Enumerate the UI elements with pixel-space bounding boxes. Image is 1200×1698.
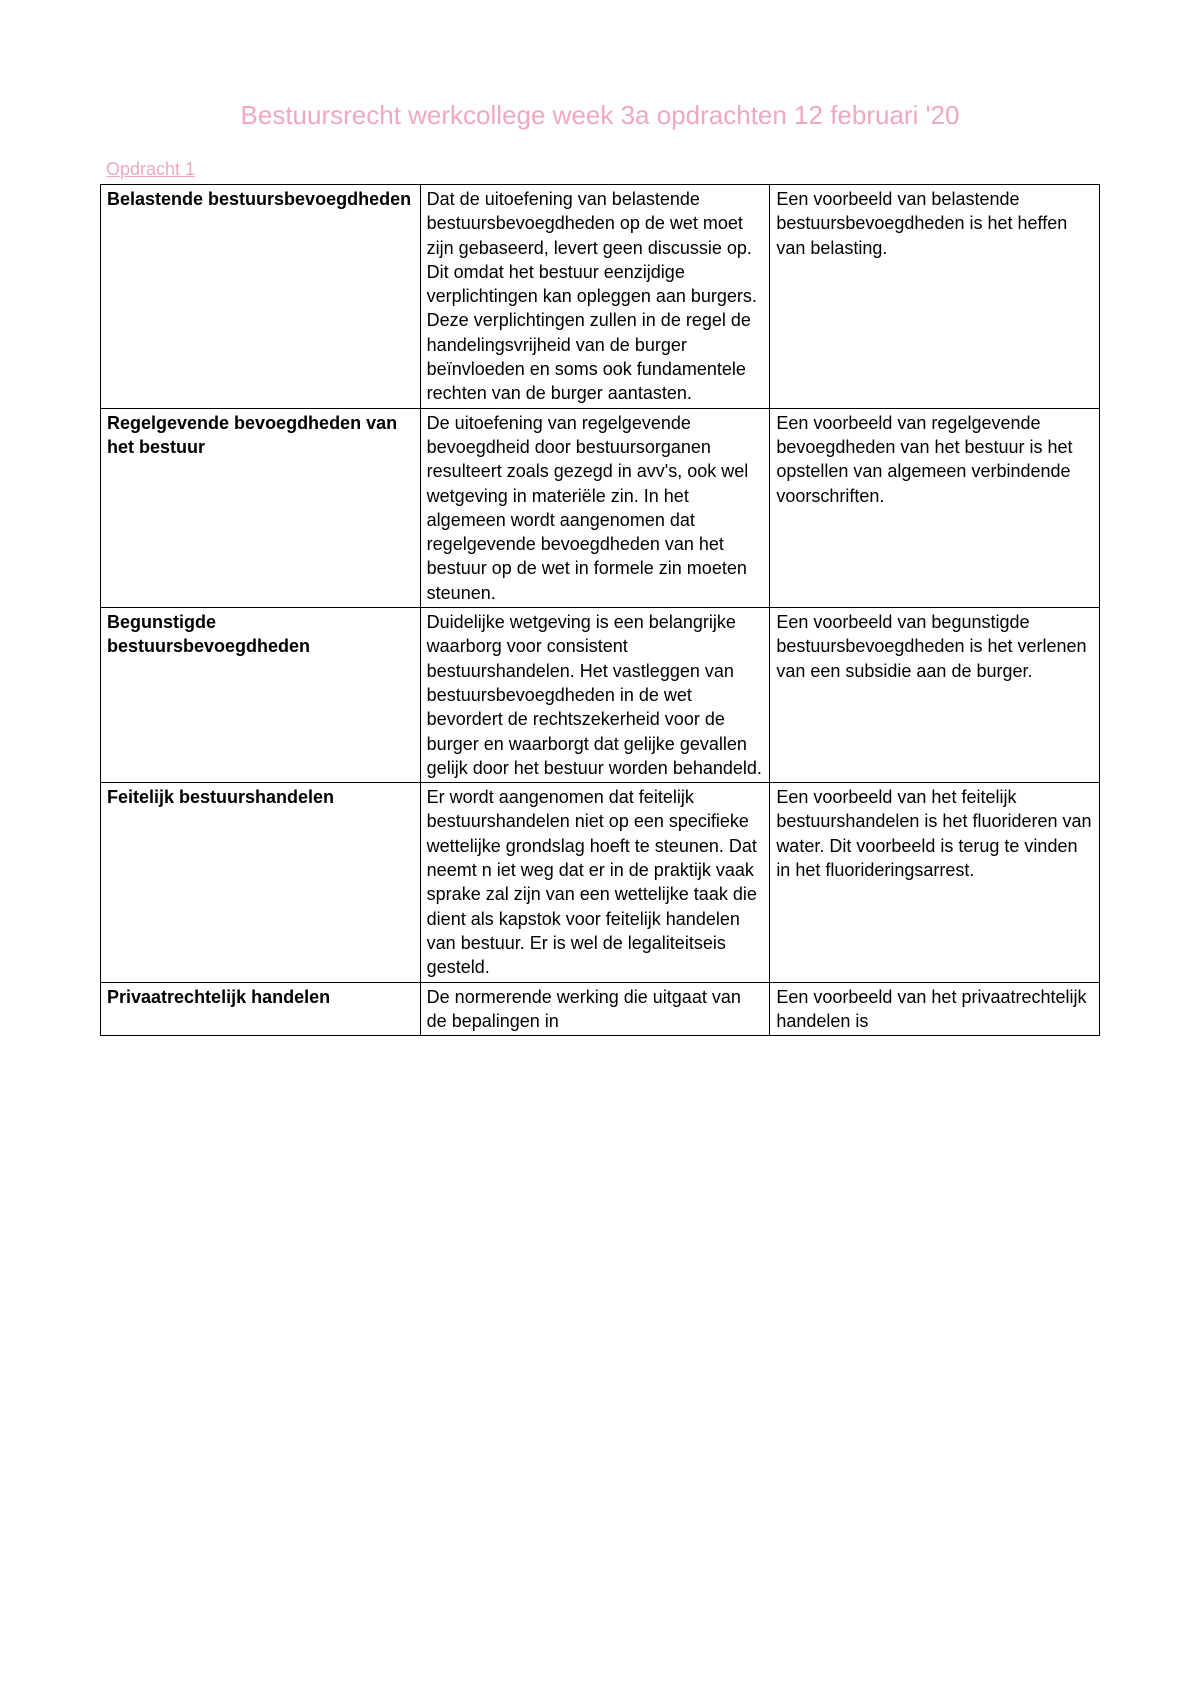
cell-term: Privaatrechtelijk handelen (101, 982, 421, 1036)
section-heading: Opdracht 1 (106, 159, 1100, 180)
cell-description: Er wordt aangenomen dat feitelijk bestuu… (420, 783, 770, 982)
cell-example: Een voorbeeld van het privaatrechtelijk … (770, 982, 1100, 1036)
cell-example: Een voorbeeld van regelgevende bevoegdhe… (770, 408, 1100, 607)
page-title: Bestuursrecht werkcollege week 3a opdrac… (100, 100, 1100, 131)
table-row: Feitelijk bestuurshandelen Er wordt aang… (101, 783, 1100, 982)
cell-description: Dat de uitoefening van belastende bestuu… (420, 185, 770, 409)
table-row: Begunstigde bestuursbevoegdheden Duideli… (101, 608, 1100, 783)
cell-term: Feitelijk bestuurshandelen (101, 783, 421, 982)
cell-example: Een voorbeeld van het feitelijk bestuurs… (770, 783, 1100, 982)
table-row: Regelgevende bevoegdheden van het bestuu… (101, 408, 1100, 607)
table-row: Privaatrechtelijk handelen De normerende… (101, 982, 1100, 1036)
table-row: Belastende bestuursbevoegdheden Dat de u… (101, 185, 1100, 409)
cell-description: De uitoefening van regelgevende bevoegdh… (420, 408, 770, 607)
cell-example: Een voorbeeld van belastende bestuursbev… (770, 185, 1100, 409)
cell-example: Een voorbeeld van begunstigde bestuursbe… (770, 608, 1100, 783)
cell-term: Regelgevende bevoegdheden van het bestuu… (101, 408, 421, 607)
cell-description: De normerende werking die uitgaat van de… (420, 982, 770, 1036)
cell-term: Belastende bestuursbevoegdheden (101, 185, 421, 409)
cell-description: Duidelijke wetgeving is een belangrijke … (420, 608, 770, 783)
content-table: Belastende bestuursbevoegdheden Dat de u… (100, 184, 1100, 1036)
cell-term: Begunstigde bestuursbevoegdheden (101, 608, 421, 783)
